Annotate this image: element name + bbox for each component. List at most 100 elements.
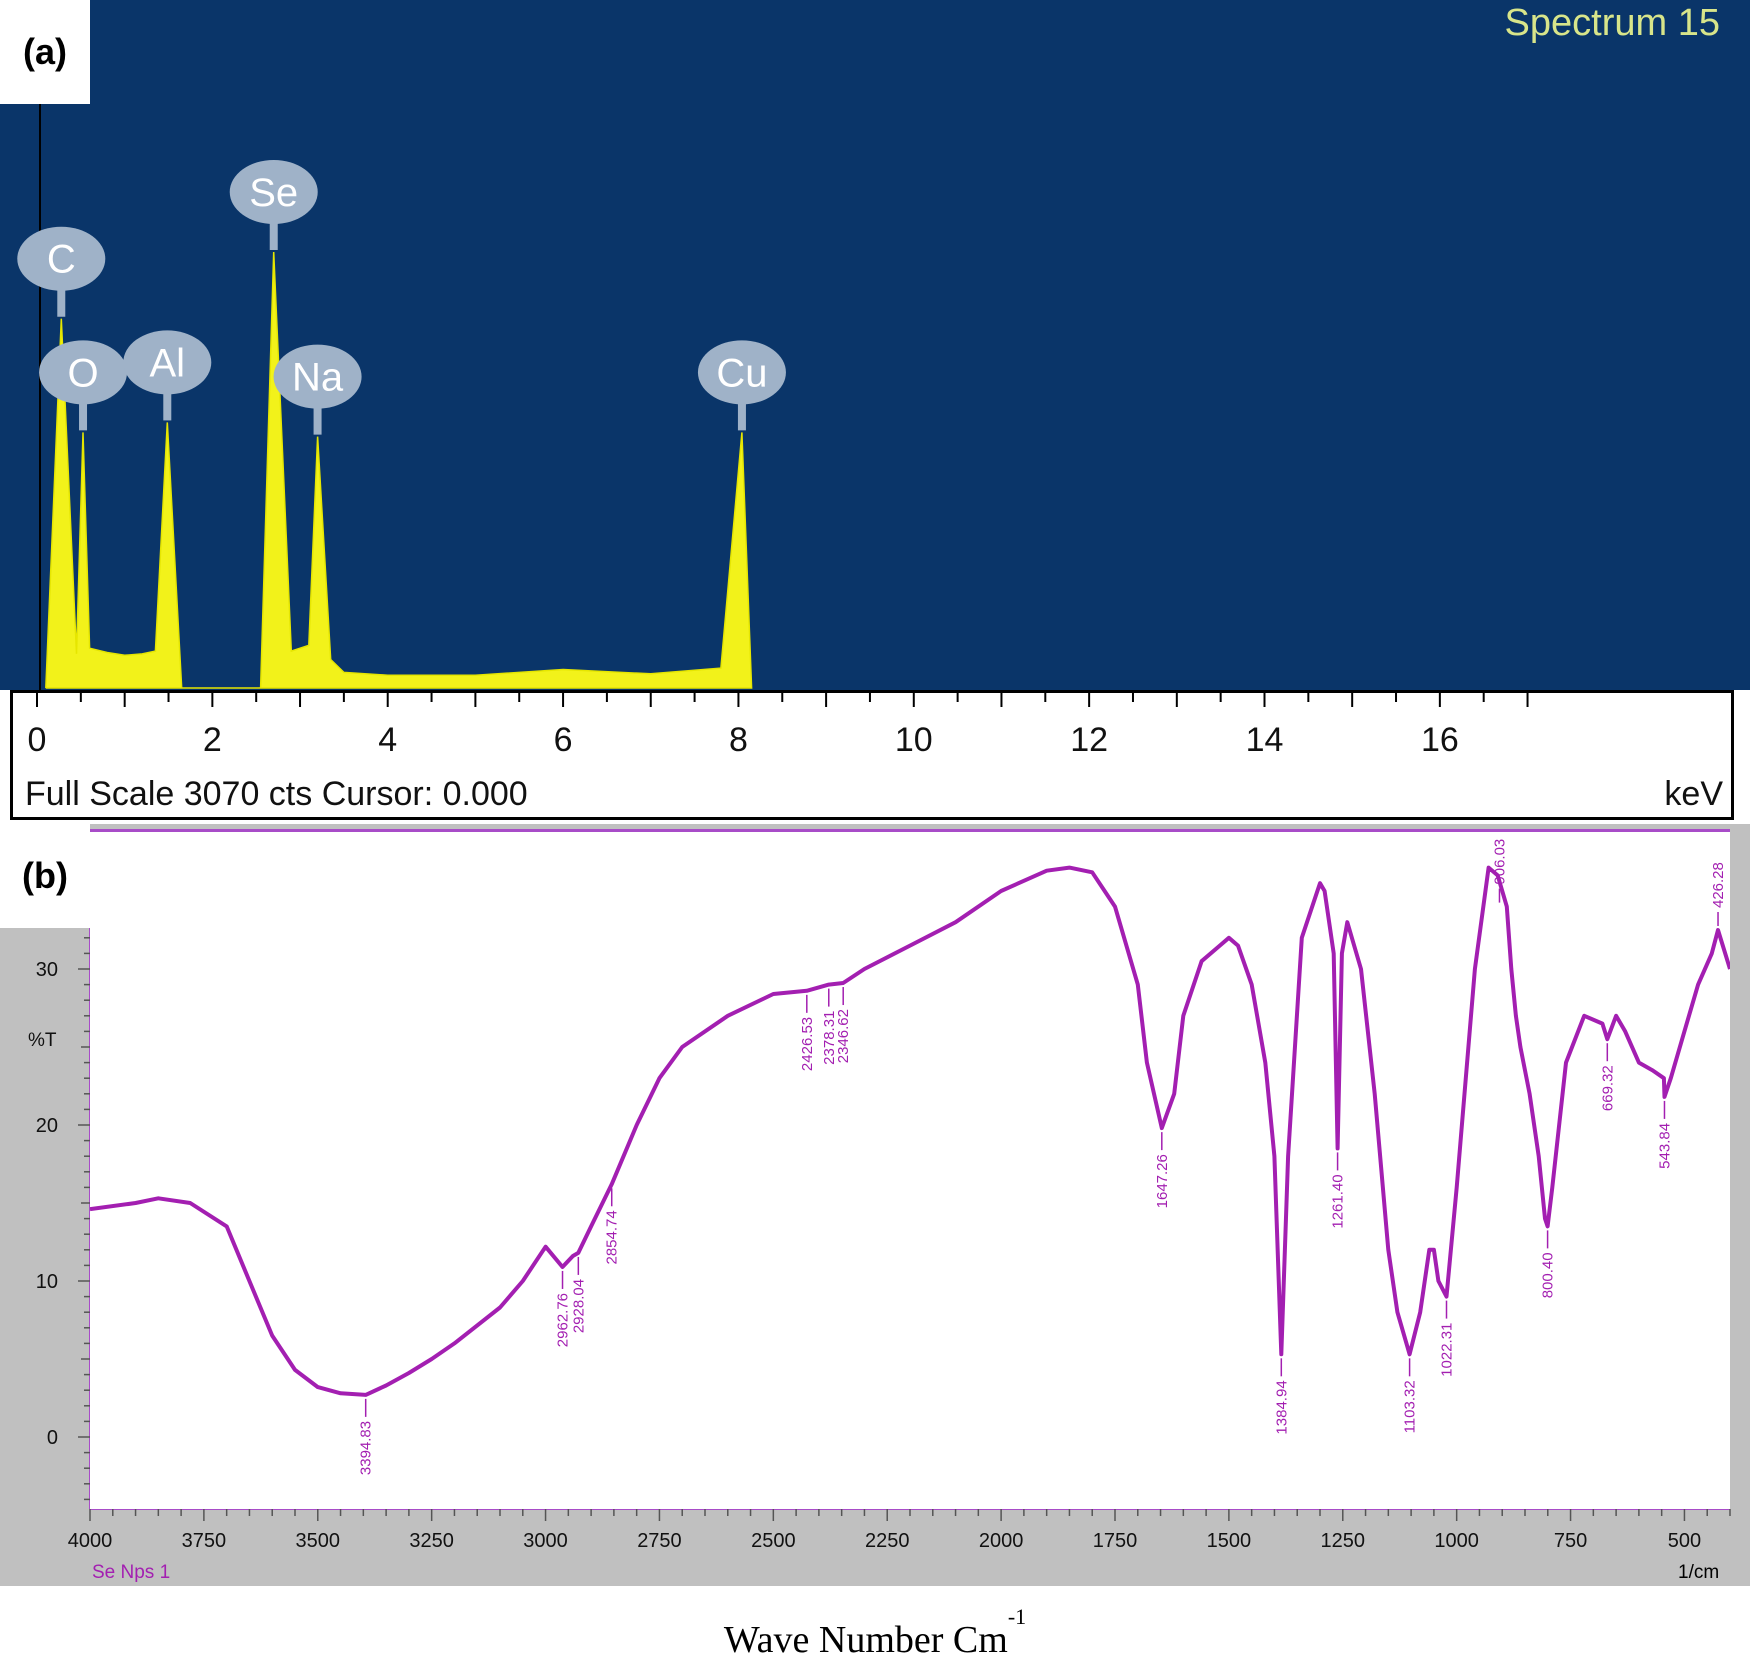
ftir-x-tick-label: 3750 <box>182 1530 227 1552</box>
ftir-peak-text: 906.03 <box>1491 839 1508 885</box>
ftir-x-tick-label: 1000 <box>1434 1530 1479 1552</box>
ftir-peak-text: 2854.74 <box>604 1210 621 1264</box>
ftir-x-tick-label: 500 <box>1668 1530 1701 1552</box>
ftir-peak-text: 2928.04 <box>570 1279 587 1333</box>
ftir-peak-text: 1647.26 <box>1154 1154 1171 1208</box>
ftir-plot-area: 3394.83 2962.76 2928.04 2854.74 2426.53 2378.… <box>89 829 1732 1509</box>
ftir-peak-text: 543.84 <box>1656 1123 1673 1169</box>
ftir-peak-label: 2426.53 <box>799 994 816 1071</box>
peak-label-cu: Cu <box>697 340 786 431</box>
ftir-x-tick-label: 3250 <box>409 1530 454 1552</box>
peak-label-text: Cu <box>716 351 767 395</box>
ftir-peak-text: 800.40 <box>1540 1252 1557 1298</box>
ftir-y-axis-label: %T <box>28 1030 57 1051</box>
ftir-peak-label: 800.40 <box>1540 1230 1557 1298</box>
edx-x-tick-label: 10 <box>895 721 933 759</box>
edx-x-tick-label: 8 <box>729 721 748 759</box>
peak-label-o: O <box>39 340 128 431</box>
ftir-peak-text: 2346.62 <box>835 1009 852 1063</box>
peak-label-bubble <box>697 340 786 405</box>
peak-label-bubble <box>39 340 128 405</box>
ftir-peak-label: 906.03 <box>1491 839 1508 903</box>
ftir-peak-label: 426.28 <box>1710 862 1727 926</box>
ftir-peak-text: 2962.76 <box>555 1293 572 1347</box>
ftir-y-tick-label: 20 <box>36 1115 58 1137</box>
ftir-peak-label: 2378.31 <box>821 988 838 1065</box>
ftir-peak-text: 1261.40 <box>1330 1174 1347 1228</box>
peak-label-stem <box>737 396 746 431</box>
ftir-peak-text: 2426.53 <box>799 1017 816 1071</box>
ftir-axes-svg: 0 10 20 30 %T 4000 3750 3500 3250 3000 2750 2500 225… <box>28 829 1731 1552</box>
panel-label-a: (a) <box>0 0 90 104</box>
ftir-peak-label: 2346.62 <box>835 987 852 1063</box>
x-axis-caption-superscript: -1 <box>1007 1604 1027 1629</box>
peak-label-c: C <box>17 226 106 317</box>
ftir-x-tick-label: 3500 <box>296 1530 341 1552</box>
ftir-x-tick-label: 1500 <box>1207 1530 1252 1552</box>
peak-label-bubble <box>123 330 212 395</box>
ftir-sample-name: Se Nps 1 <box>92 1562 171 1583</box>
edx-footer-status: Full Scale 3070 cts Cursor: 0.000 <box>25 775 528 813</box>
ftir-x-tick-label: 1750 <box>1093 1530 1138 1552</box>
ftir-peak-text: 1022.31 <box>1439 1323 1456 1377</box>
edx-x-tick-label: 14 <box>1246 721 1284 759</box>
ftir-x-tick-label: 2250 <box>865 1530 910 1552</box>
edx-x-tick-label: 16 <box>1421 721 1459 759</box>
ftir-y-tick-label: 0 <box>47 1427 58 1449</box>
peak-label-text: C <box>47 238 76 282</box>
ftir-x-tick-label: 3000 <box>523 1530 568 1552</box>
ftir-y-tick-label: 10 <box>36 1271 58 1293</box>
ftir-peak-label: 543.84 <box>1656 1100 1673 1169</box>
panel-label-b: (b) <box>0 824 90 928</box>
edx-spectrum-fill <box>45 251 753 689</box>
x-axis-caption: Wave Number Cm-1 <box>0 1604 1750 1662</box>
x-axis-caption-text: Wave Number Cm <box>723 1619 1008 1661</box>
ftir-peak-label: 1103.32 <box>1402 1358 1419 1433</box>
ftir-peak-text: 669.32 <box>1599 1065 1616 1111</box>
ftir-x-unit: 1/cm <box>1678 1562 1720 1583</box>
peak-label-bubble <box>273 344 362 409</box>
ftir-peak-label: 1261.40 <box>1330 1152 1347 1229</box>
peak-label-al: Al <box>123 330 212 421</box>
peak-label-stem <box>57 282 66 317</box>
edx-x-tick-label: 4 <box>378 721 397 759</box>
ftir-peak-label: 1022.31 <box>1439 1300 1456 1377</box>
edx-x-axis-svg: 0 2 4 6 8 10 12 14 16 <box>28 693 1529 759</box>
peak-label-bubble <box>17 226 106 291</box>
ftir-peak-label: 1647.26 <box>1154 1132 1171 1208</box>
peak-label-text: Se <box>249 171 298 215</box>
ftir-peak-label: 2928.04 <box>570 1256 587 1333</box>
peak-label-bubble <box>229 160 318 224</box>
peak-label-text: Al <box>150 341 186 385</box>
peak-label-se: Se <box>229 160 318 250</box>
ftir-peak-label: 2962.76 <box>555 1270 572 1347</box>
edx-x-tick-label: 2 <box>203 721 222 759</box>
ftir-peak-label: 2854.74 <box>604 1188 621 1265</box>
ftir-x-tick-label: 2750 <box>637 1530 682 1552</box>
ftir-peak-text: 426.28 <box>1710 862 1727 908</box>
ftir-y-tick-label: 30 <box>36 959 58 981</box>
ftir-x-tick-label: 750 <box>1554 1530 1587 1552</box>
ftir-peak-text: 3394.83 <box>358 1421 375 1475</box>
ftir-series-line <box>89 865 1732 1397</box>
spectrum-title: Spectrum 15 <box>1504 2 1720 44</box>
peak-label-stem <box>79 396 88 431</box>
edx-plot-area: C O Al Se Na Cu Spectrum 15 <box>0 0 1750 690</box>
peak-label-text: O <box>67 351 98 395</box>
peak-label-stem <box>163 386 172 421</box>
edx-x-axis-box: 0 2 4 6 8 10 12 14 16 Full Scale 3070 cts Cursor… <box>10 690 1734 820</box>
ftir-peak-label: 669.32 <box>1599 1043 1616 1111</box>
ftir-peak-label: 1384.94 <box>1273 1358 1290 1435</box>
ftir-x-tick-label: 2500 <box>751 1530 796 1552</box>
peak-label-stem <box>269 216 278 250</box>
edx-x-tick-label: 0 <box>28 721 47 759</box>
ftir-x-tick-label: 1250 <box>1321 1530 1366 1552</box>
peak-label-stem <box>313 400 322 435</box>
peak-label-na: Na <box>273 344 362 435</box>
ftir-peak-text: 1384.94 <box>1273 1380 1290 1434</box>
edx-x-unit: keV <box>1664 775 1723 813</box>
ftir-peak-label: 3394.83 <box>358 1398 375 1475</box>
edx-x-tick-label: 12 <box>1070 721 1108 759</box>
edx-x-tick-label: 6 <box>554 721 573 759</box>
